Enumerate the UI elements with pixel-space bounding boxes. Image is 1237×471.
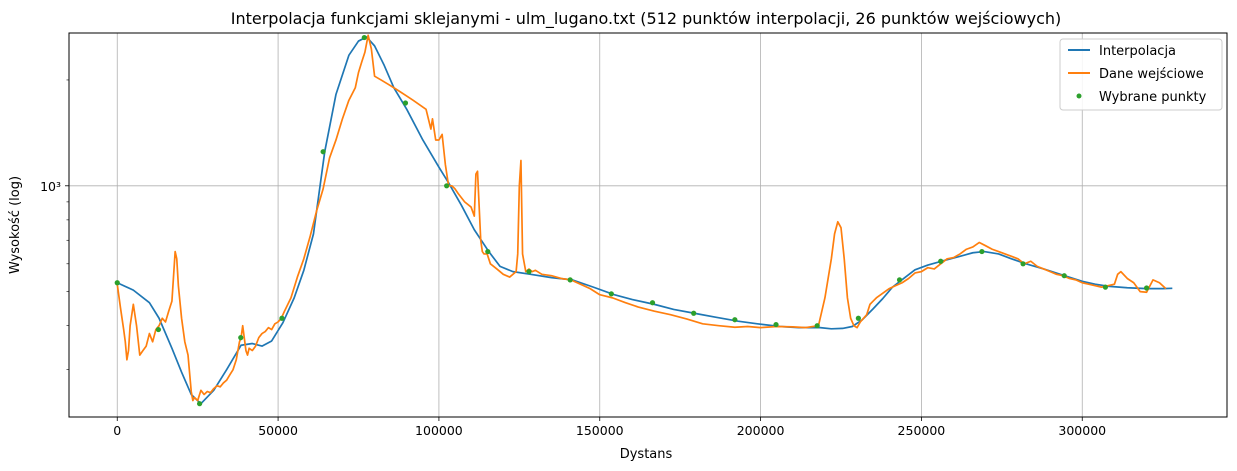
data-point — [896, 277, 903, 283]
data-point — [444, 183, 450, 189]
y-axis-label: Wysokość (log) — [8, 176, 23, 274]
legend-label-wybrane-punkty: Wybrane punkty — [1099, 90, 1207, 105]
plot-frame — [68, 32, 1228, 418]
y-tick-label: 10³ — [40, 179, 61, 194]
data-point — [855, 315, 861, 321]
data-point — [485, 248, 491, 255]
x-tick-label: 50000 — [258, 423, 298, 438]
data-point — [1020, 261, 1026, 267]
data-point — [649, 300, 656, 306]
data-point — [938, 258, 944, 264]
series-line-0 — [116, 36, 1173, 405]
data-point — [402, 100, 409, 106]
x-axis-label: Dystans — [620, 447, 673, 462]
data-point — [814, 323, 820, 329]
data-point — [567, 277, 573, 283]
data-point — [114, 280, 120, 286]
data-point — [1061, 273, 1067, 279]
legend-swatch-wybrane-punkty — [1076, 93, 1082, 99]
data-point — [279, 315, 285, 321]
y-axis: 10³ — [40, 79, 69, 370]
x-tick-label: 200000 — [737, 423, 785, 438]
data-point — [608, 291, 614, 297]
data-point — [238, 335, 244, 341]
x-tick-label: 300000 — [1058, 423, 1106, 438]
data-point — [361, 34, 367, 41]
data-point — [526, 269, 532, 275]
data-point — [197, 401, 203, 407]
data-point — [155, 326, 162, 333]
data-point — [1143, 285, 1150, 291]
data-point — [320, 149, 326, 155]
series-layer — [114, 34, 1173, 407]
data-point — [773, 321, 779, 328]
x-tick-label: 100000 — [415, 423, 463, 438]
x-tick-label: 150000 — [576, 423, 624, 438]
data-point — [979, 248, 985, 255]
legend: Interpolacja Dane wejściowe Wybrane punk… — [1059, 38, 1223, 111]
data-point — [1102, 284, 1109, 290]
legend-box — [1059, 38, 1223, 111]
chart-title: Interpolacja funkcjami sklejanymi - ulm_… — [231, 9, 1062, 29]
series-line-1 — [116, 34, 1167, 402]
data-point — [691, 310, 697, 316]
data-point — [732, 317, 738, 323]
legend-label-interpolacja: Interpolacja — [1099, 44, 1176, 59]
x-tick-label: 0 — [113, 423, 121, 438]
legend-label-dane-wejsciowe: Dane wejściowe — [1099, 67, 1204, 82]
x-tick-label: 250000 — [898, 423, 946, 438]
x-axis: 0 50000 100000 150000 200000 250000 300000 — [113, 417, 1106, 438]
